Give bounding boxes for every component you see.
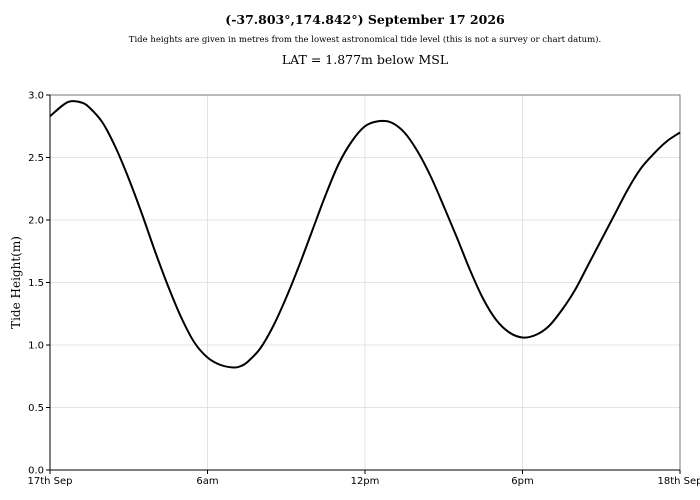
y-tick-label: 3.0	[28, 91, 44, 102]
y-tick-label: 2.0	[28, 216, 44, 227]
tide-height-line	[49, 100, 681, 369]
y-tick-label: 0.0	[28, 466, 44, 477]
x-tick-label: 17th Sep	[27, 476, 72, 487]
x-tick-label: 6pm	[511, 476, 533, 487]
lat-note: LAT = 1.877m below MSL	[281, 52, 449, 67]
y-axis-label: Tide Height(m)	[9, 236, 23, 329]
chart-title: (-37.803°,174.842°) September 17 2026	[225, 12, 505, 27]
y-tick-label: 0.5	[28, 403, 44, 414]
x-tick-label: 6am	[196, 476, 218, 487]
chart-subtitle: Tide heights are given in metres from th…	[128, 35, 602, 45]
grid-layer	[50, 95, 680, 470]
x-tick-label: 12pm	[351, 476, 380, 487]
x-tick-label: 18th Sep	[657, 476, 700, 487]
y-tick-label: 1.0	[28, 341, 44, 352]
y-tick-label: 2.5	[28, 153, 44, 164]
y-tick-label: 1.5	[28, 278, 44, 289]
tick-layer: 0.0 0.5 1.0 1.5 2.0 2.5 3.0 17th Sep 6am 12pm 6pm 1…	[27, 91, 700, 488]
